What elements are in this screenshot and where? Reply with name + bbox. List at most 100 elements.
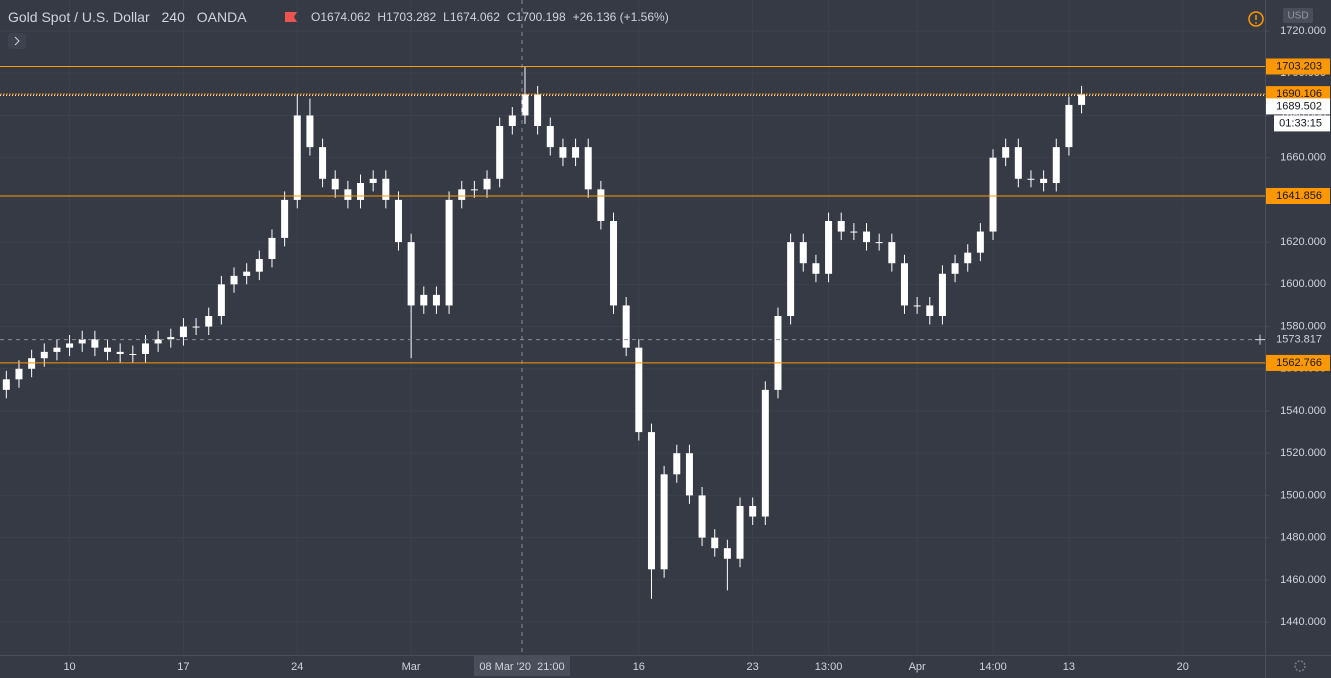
candle-body — [141, 343, 149, 354]
candle-body — [559, 147, 567, 158]
crosshair-price-label: 1573.817 — [1276, 334, 1322, 346]
candle-body — [610, 221, 618, 306]
candle-body — [521, 94, 529, 116]
candle-body — [597, 189, 605, 222]
candle-body — [647, 432, 655, 570]
ohlc-key: C — [507, 10, 516, 24]
candle-body — [243, 271, 251, 276]
y-tick-label: 1580.000 — [1280, 320, 1326, 332]
candle-body — [154, 339, 162, 344]
candle-body — [445, 199, 453, 306]
change: +26.136 (+1.56%) — [573, 10, 669, 24]
interval: 240 — [162, 9, 186, 25]
candle-body — [534, 94, 542, 127]
price-line-label-box — [1266, 86, 1330, 103]
candle-body — [217, 284, 225, 316]
alert-icon-dot — [1255, 22, 1257, 24]
header-legend: Gold Spot / U.S. Dollar 240 OANDA — [8, 9, 247, 25]
settings-icon[interactable] — [1294, 660, 1306, 672]
candle-body — [496, 126, 504, 179]
candle-body — [749, 505, 757, 517]
last-price-box — [1266, 98, 1330, 115]
candle-body — [420, 294, 428, 306]
crosshair-time-box — [474, 656, 570, 676]
y-tick-label: 1440.000 — [1280, 616, 1326, 628]
candle-body — [281, 199, 289, 238]
candle-body — [116, 351, 124, 354]
ohlc-legend: O1674.062 H1703.282 L1674.062 C1700.198 +26.… — [311, 10, 669, 24]
candle-body — [91, 339, 99, 348]
y-tick-label: 1660.000 — [1280, 152, 1326, 164]
candle-body — [799, 242, 807, 264]
candle-body — [1078, 94, 1086, 105]
candle-body — [989, 157, 997, 232]
candle-body — [508, 115, 516, 127]
candle-body — [483, 178, 491, 190]
candle-body — [230, 275, 238, 285]
candle-body — [78, 339, 86, 344]
y-tick-label: 1500.000 — [1280, 489, 1326, 501]
y-tick-label: 1540.000 — [1280, 405, 1326, 417]
candle-body — [736, 505, 744, 559]
candle-body — [951, 263, 959, 274]
x-tick-label: 10 — [63, 661, 75, 673]
x-tick-label: 23 — [747, 661, 759, 673]
candle-body — [837, 221, 845, 232]
candle-body — [635, 347, 643, 433]
candle-body — [976, 231, 984, 253]
candle-body — [875, 242, 883, 244]
candle-body — [660, 474, 668, 570]
price-line-label: 1562.766 — [1276, 357, 1322, 369]
x-tick-label: 14:00 — [979, 661, 1007, 673]
candle-body — [205, 315, 213, 327]
x-tick-label: 20 — [1177, 661, 1189, 673]
y-tick-label: 1620.000 — [1280, 236, 1326, 248]
y-tick-label: 1460.000 — [1280, 574, 1326, 586]
candle-body — [293, 115, 301, 200]
candle-body — [698, 495, 706, 538]
candle-body — [2, 379, 10, 390]
candle-body — [432, 294, 440, 306]
candle-body — [407, 242, 415, 306]
x-tick-label: 16 — [633, 661, 645, 673]
candle-body — [863, 231, 871, 243]
candle-body — [825, 221, 833, 274]
ohlc-value: 1703.282 — [386, 10, 436, 24]
candle-body — [913, 305, 921, 307]
candle-body — [723, 548, 731, 559]
x-tick-label: Mar — [402, 661, 421, 673]
currency-button[interactable] — [1283, 8, 1313, 23]
candle-body — [28, 358, 36, 369]
flag-icon[interactable] — [285, 12, 297, 22]
crosshair-time-label: 08 Mar '20 21:00 — [479, 661, 564, 673]
candle-body — [255, 259, 263, 272]
candle-body — [40, 351, 48, 359]
collapse-button[interactable] — [8, 33, 26, 49]
grid — [0, 0, 1265, 655]
ohlc-value: 1674.062 — [320, 10, 370, 24]
candle-body — [369, 178, 377, 184]
candle-body — [394, 199, 402, 243]
candle-body — [129, 353, 137, 355]
candle-body — [331, 178, 339, 190]
candle-body — [344, 189, 352, 200]
candle-body — [319, 147, 327, 179]
crosshair-price-box — [1266, 331, 1330, 348]
candle-body — [787, 242, 795, 316]
candle-body — [458, 189, 466, 200]
last-price-label: 1689.502 — [1276, 100, 1322, 112]
price-line-label-box — [1266, 187, 1330, 204]
y-tick-label: 1480.000 — [1280, 532, 1326, 544]
candle-body — [1002, 147, 1010, 158]
candle-body — [192, 326, 200, 328]
price-line-label: 1703.203 — [1276, 60, 1322, 72]
candle-body — [268, 237, 276, 260]
x-tick-label: Apr — [909, 661, 926, 673]
candle-body — [812, 263, 820, 274]
x-tick-label: 13 — [1063, 661, 1075, 673]
candle-body — [382, 178, 390, 200]
candle-body — [850, 231, 858, 233]
alert-icon[interactable] — [1248, 11, 1264, 27]
